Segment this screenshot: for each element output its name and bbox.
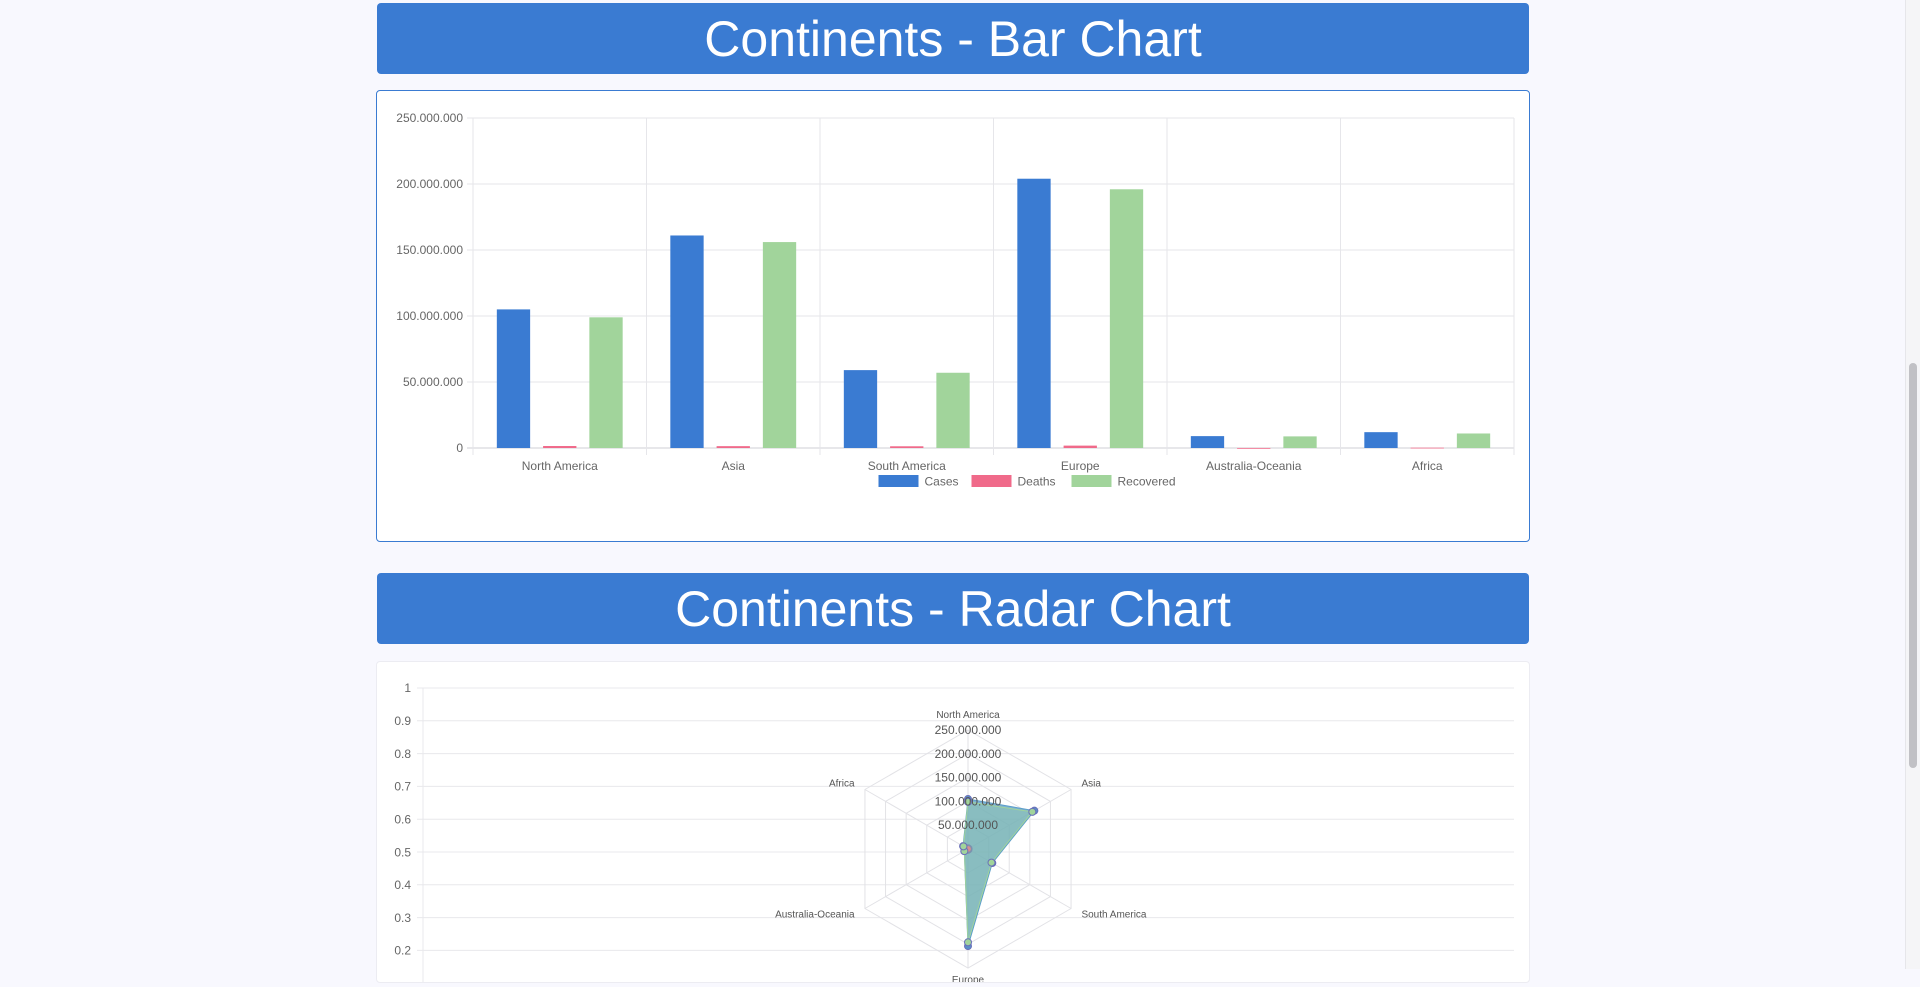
bar-chart: 0 50.000.000 100.000.000 150.000.000 200.000… <box>396 111 1515 489</box>
bar-deaths-asia[interactable] <box>716 446 750 448</box>
bar-y-tick-label: 200.000.000 <box>396 177 463 191</box>
radar-point-recovered-south-america[interactable] <box>987 858 996 867</box>
radar-y-tick-label: 0.9 <box>394 714 411 728</box>
bar-deaths-north-america[interactable] <box>543 446 577 448</box>
legend-label-cases[interactable]: Cases <box>925 475 959 489</box>
bar-cases-australia-oceania[interactable] <box>1190 436 1225 448</box>
radar-category-label-australia-oceania: Australia-Oceania <box>775 910 855 921</box>
bar-deaths-south-america[interactable] <box>890 446 924 448</box>
legend-swatch-cases[interactable] <box>878 475 919 487</box>
bar-cases-south-america[interactable] <box>843 370 878 448</box>
radar-y-tick-label: 0.4 <box>394 878 411 892</box>
radar-y-tick-label: 0.5 <box>394 845 411 859</box>
bar-y-tick-label: 100.000.000 <box>396 309 463 323</box>
bar-recovered-europe[interactable] <box>1109 189 1144 448</box>
bar-recovered-asia[interactable] <box>762 242 797 448</box>
radar-r-tick-label: 150.000.000 <box>935 771 1002 785</box>
bar-x-tick-label: South America <box>868 459 946 473</box>
radar-y-tick-label: 0.3 <box>394 911 411 925</box>
bar-x-tick-label: North America <box>522 459 598 473</box>
radar-y-tick-label: 0.2 <box>394 944 411 958</box>
radar-r-tick-label: 50.000.000 <box>938 818 998 832</box>
bar-deaths-australia-oceania[interactable] <box>1237 447 1271 449</box>
bar-recovered-north-america[interactable] <box>589 317 623 448</box>
radar-y-tick-label: 0.6 <box>394 813 411 827</box>
bar-x-tick-label: Africa <box>1412 459 1443 473</box>
radar-r-tick-label: 250.000.000 <box>935 723 1002 737</box>
radar-r-tick-label: 200.000.000 <box>935 747 1002 761</box>
bar-recovered-africa[interactable] <box>1456 433 1491 448</box>
bar-y-tick-label: 150.000.000 <box>396 243 463 257</box>
bar-deaths-europe[interactable] <box>1063 445 1097 448</box>
bar-cases-asia[interactable] <box>670 235 704 448</box>
bar-chart-card: 0 50.000.000 100.000.000 150.000.000 200.000… <box>376 90 1530 542</box>
bar-x-tick-label: Asia <box>722 459 746 473</box>
bar-x-tick-label: Europe <box>1061 459 1100 473</box>
radar-category-label-asia: Asia <box>1081 779 1101 790</box>
radar-chart: 1 0.9 0.8 0.7 0.6 0.5 0.4 0.3 0.2 50.000.000 100.… <box>394 681 1514 986</box>
radar-r-tick-label: 100.000.000 <box>935 794 1002 808</box>
bar-recovered-australia-oceania[interactable] <box>1283 436 1317 448</box>
radar-spoke <box>864 848 969 909</box>
radar-category-label-europe: Europe <box>952 975 985 982</box>
bar-cases-africa[interactable] <box>1364 432 1398 448</box>
bar-y-tick-label: 0 <box>456 441 463 455</box>
bar-cases-europe[interactable] <box>1017 178 1051 448</box>
radar-point-recovered-asia[interactable] <box>1028 807 1037 816</box>
radar-category-label-africa: Africa <box>829 779 855 790</box>
bar-y-tick-label: 250.000.000 <box>396 111 463 125</box>
radar-y-tick-label: 0.7 <box>394 780 411 794</box>
bar-recovered-south-america[interactable] <box>936 372 970 448</box>
legend-label-recovered[interactable]: Recovered <box>1118 475 1176 489</box>
bar-y-tick-label: 50.000.000 <box>403 375 463 389</box>
bar-x-tick-label: Australia-Oceania <box>1206 459 1302 473</box>
radar-chart-card: 1 0.9 0.8 0.7 0.6 0.5 0.4 0.3 0.2 50.000.000 100.… <box>376 661 1530 986</box>
scrollbar-thumb[interactable] <box>1909 363 1917 768</box>
legend-swatch-recovered[interactable] <box>1071 475 1112 487</box>
radar-category-label-south-america: South America <box>1081 910 1146 921</box>
radar-point-recovered-africa[interactable] <box>959 842 968 851</box>
bar-chart-title: Continents - Bar Chart <box>377 3 1529 74</box>
radar-category-label-north-america: North America <box>936 710 1000 721</box>
radar-y-tick-label: 1 <box>404 681 411 695</box>
radar-spoke <box>864 789 969 850</box>
radar-point-recovered-north-america[interactable] <box>964 797 972 806</box>
radar-point-recovered-europe[interactable] <box>964 938 972 947</box>
bar-deaths-africa[interactable] <box>1410 447 1444 449</box>
bar-cases-north-america[interactable] <box>496 309 531 448</box>
vertical-scrollbar[interactable] <box>1905 0 1920 969</box>
radar-y-tick-label: 0.8 <box>394 747 411 761</box>
legend-label-deaths[interactable]: Deaths <box>1018 475 1056 489</box>
radar-chart-title: Continents - Radar Chart <box>377 573 1529 644</box>
legend-swatch-deaths[interactable] <box>971 475 1012 487</box>
